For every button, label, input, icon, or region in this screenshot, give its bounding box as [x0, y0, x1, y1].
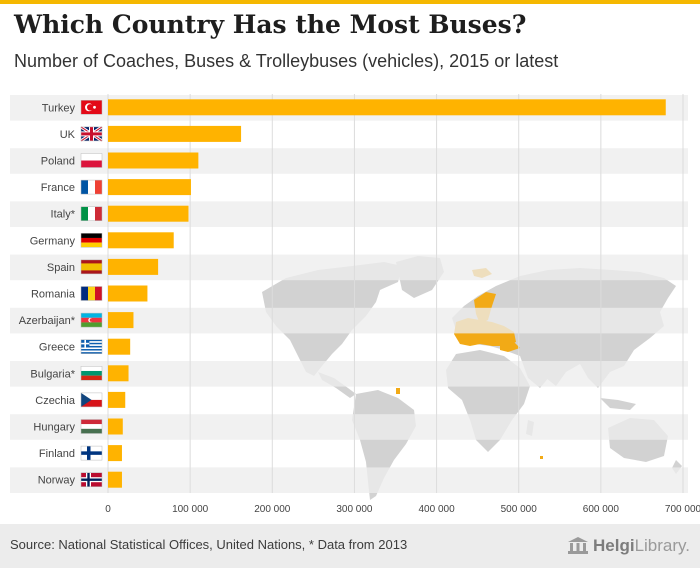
uk-flag-icon: [80, 125, 103, 143]
accent-rule: [0, 0, 700, 4]
category-label: Turkey: [42, 102, 76, 114]
x-tick-label: 500 000: [501, 504, 538, 515]
category-label: UK: [60, 129, 76, 141]
finland-flag-icon: [80, 445, 103, 461]
bar-bulgaria: [108, 365, 129, 382]
x-tick-label: 100 000: [172, 504, 209, 515]
map-highlight-turkey: [500, 342, 520, 352]
bar-uk: [108, 125, 242, 142]
logo-bold: Helgi: [593, 536, 635, 555]
turkey-flag-icon: [80, 100, 103, 115]
italy-flag-icon: [80, 206, 103, 221]
bar-france: [108, 179, 191, 196]
x-tick-label: 700 000: [665, 504, 700, 515]
map-highlight-french-guiana: [396, 388, 400, 394]
chart-subtitle: Number of Coaches, Buses & Trolleybuses …: [14, 51, 559, 71]
bar-germany: [108, 232, 174, 249]
category-label: Bulgaria*: [30, 368, 75, 380]
poland-flag-icon: [80, 153, 103, 168]
bar-hungary: [108, 418, 123, 435]
footer: Source: National Statistical Offices, Un…: [0, 524, 700, 568]
bar-spain: [108, 258, 159, 275]
category-label: Germany: [30, 235, 76, 247]
bar-czechia: [108, 391, 126, 408]
category-label: France: [41, 182, 75, 194]
map-highlight-reunion: [540, 456, 543, 459]
map-indonesia: [600, 398, 636, 410]
germany-flag-icon: [80, 233, 103, 248]
category-label: Spain: [47, 262, 75, 274]
greece-flag-icon: [80, 339, 103, 354]
bar-italy: [108, 205, 189, 222]
x-tick-label: 0: [105, 504, 111, 515]
x-tick-label: 300 000: [336, 504, 373, 515]
category-label: Azerbaijan*: [19, 315, 76, 327]
row-stripe: [10, 467, 688, 493]
azerbaijan-flag-icon: [80, 312, 103, 328]
chart-title: Which Country Has the Most Buses?: [14, 10, 527, 39]
romania-flag-icon: [80, 286, 103, 301]
bar-chart: Turkey UK Poland France Italy* Germany Spain Ro…: [10, 94, 700, 515]
category-label: Poland: [41, 156, 75, 168]
library-building-icon: [568, 537, 588, 554]
bar-turkey: [108, 99, 666, 116]
norway-flag-icon: [80, 472, 103, 487]
x-tick-label: 600 000: [583, 504, 620, 515]
category-label: Greece: [39, 342, 75, 354]
bar-azerbaijan: [108, 312, 134, 329]
helgi-library-logo: HelgiLibrary.: [567, 533, 690, 559]
bulgaria-flag-icon: [80, 366, 103, 381]
category-label: Finland: [39, 448, 75, 460]
x-tick-label: 200 000: [254, 504, 291, 515]
bar-finland: [108, 445, 122, 462]
spain-flag-icon: [80, 259, 103, 275]
hungary-flag-icon: [80, 419, 103, 434]
row-stripe: [10, 414, 688, 440]
czechia-flag-icon: [80, 392, 103, 408]
bar-romania: [108, 285, 148, 302]
category-label: Czechia: [35, 395, 76, 407]
category-label: Hungary: [33, 422, 75, 434]
bar-norway: [108, 471, 122, 488]
source-note: Source: National Statistical Offices, Un…: [10, 537, 408, 552]
category-label: Romania: [31, 289, 76, 301]
category-label: Italy*: [51, 209, 76, 221]
category-label: Norway: [38, 475, 76, 487]
x-tick-label: 400 000: [418, 504, 455, 515]
bar-greece: [108, 338, 131, 355]
bar-poland: [108, 152, 199, 169]
france-flag-icon: [80, 179, 103, 195]
logo-light: Library.: [634, 536, 690, 555]
